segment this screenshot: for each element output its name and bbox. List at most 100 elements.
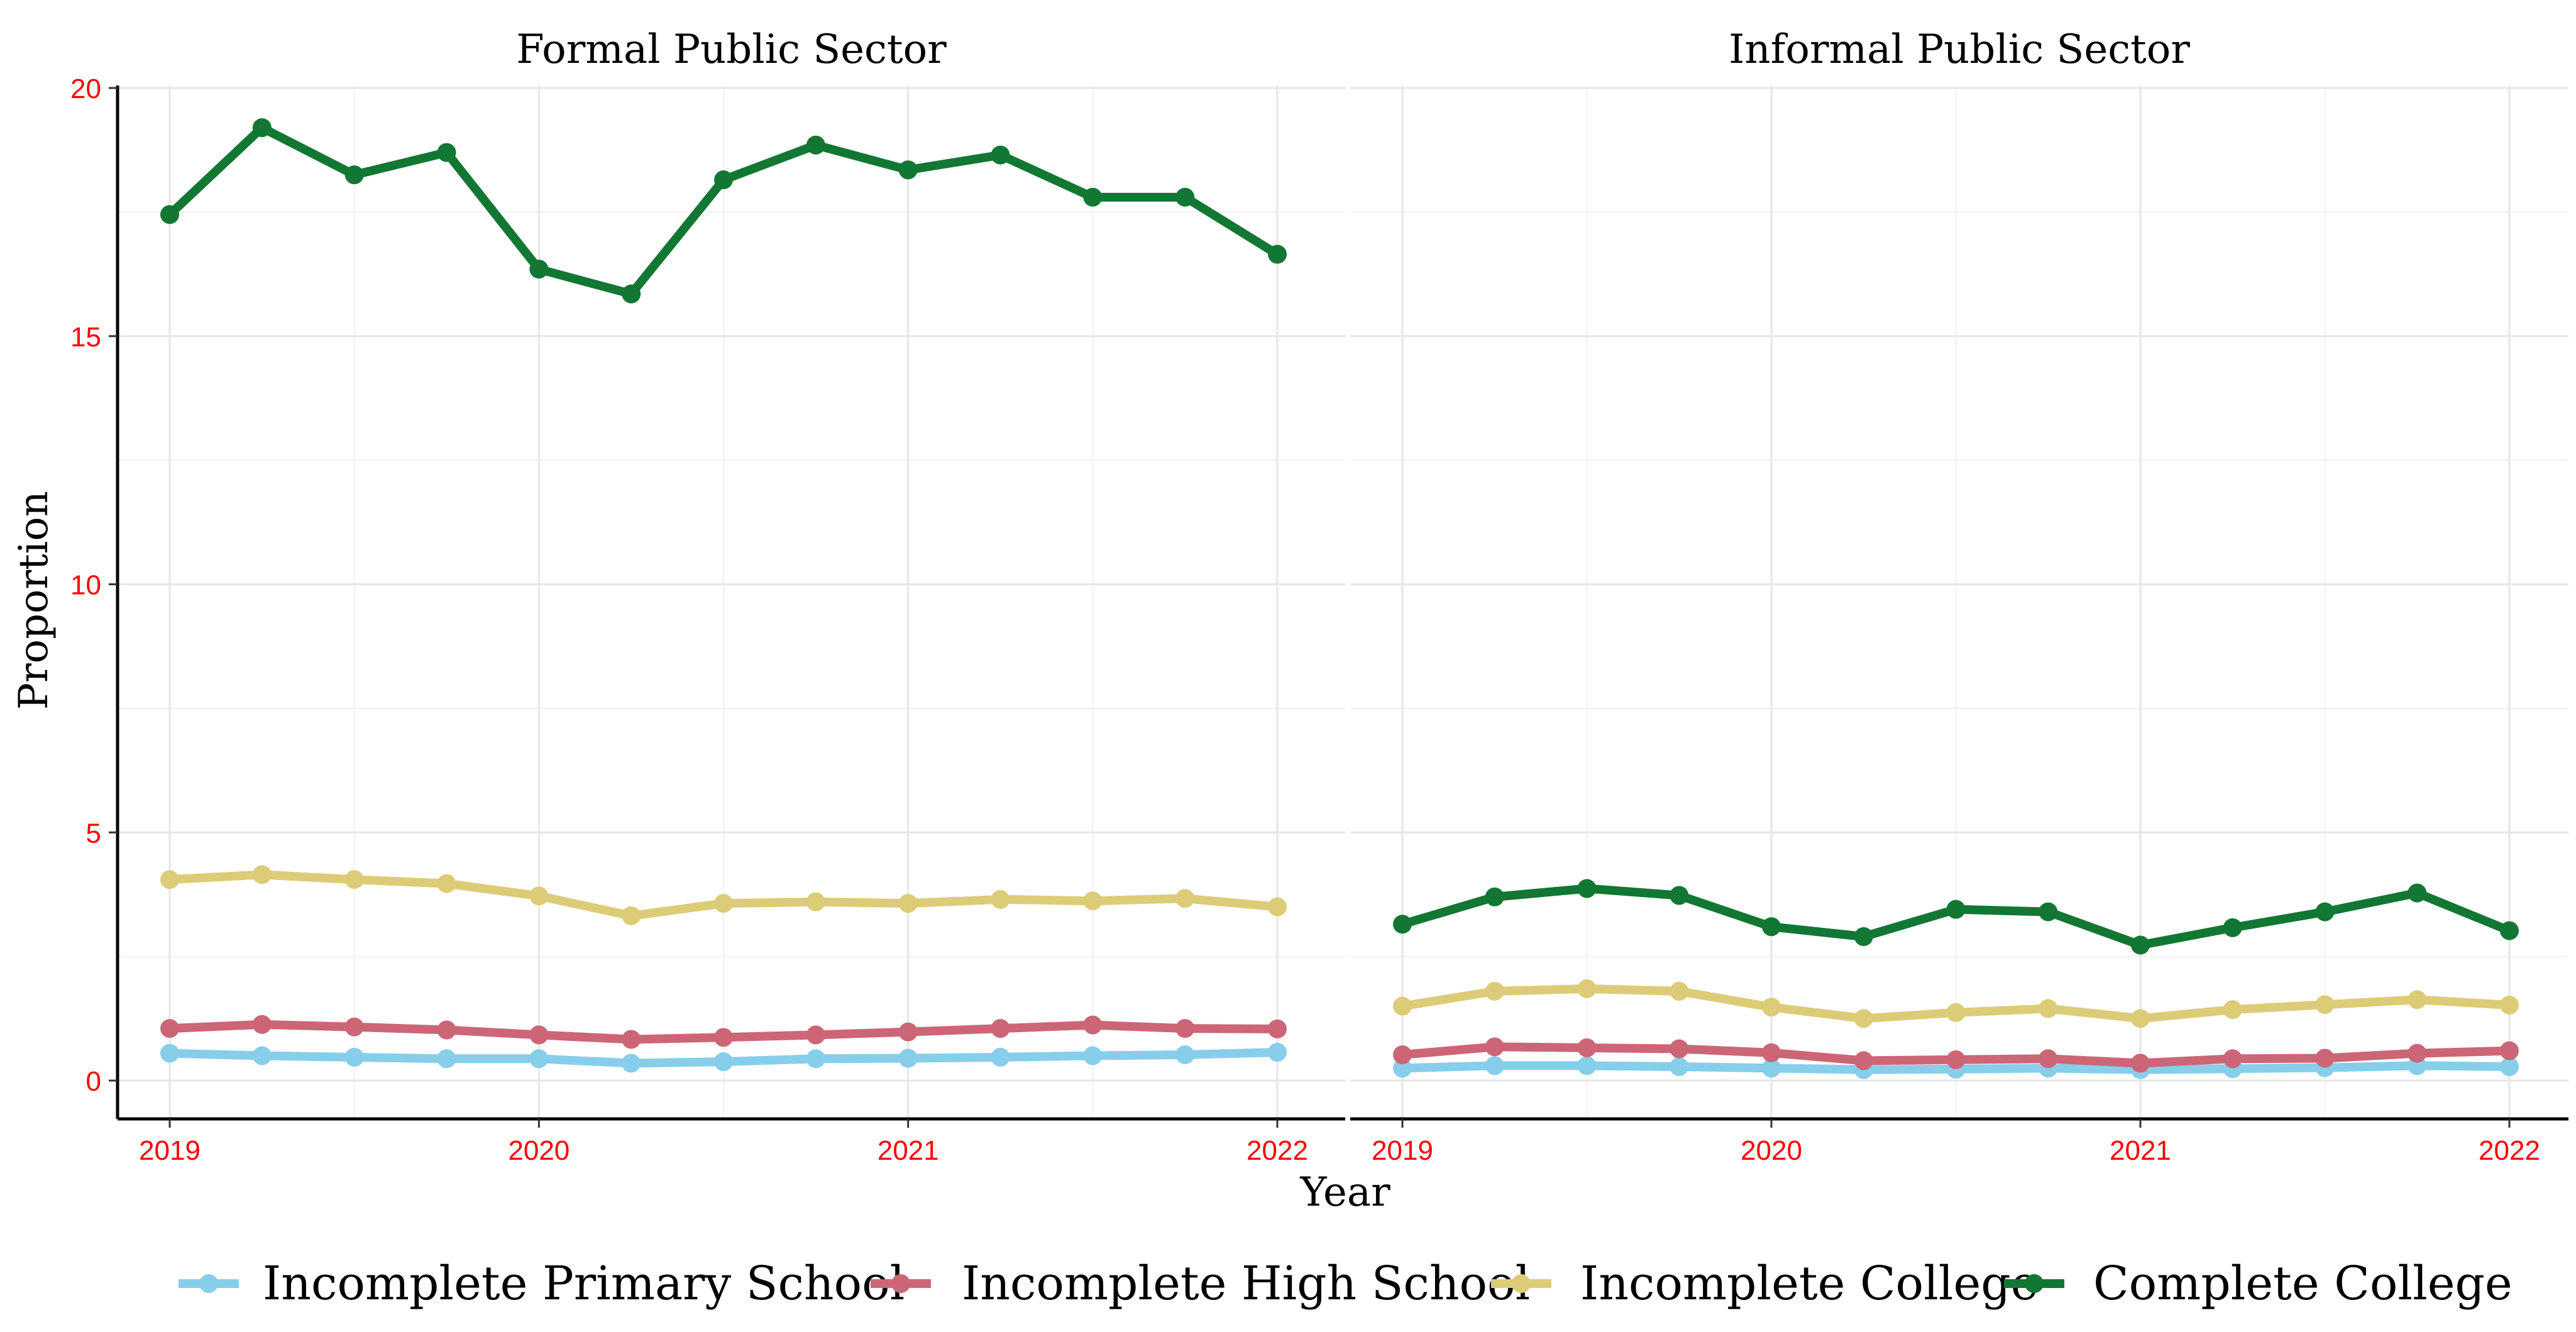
data-point (806, 892, 825, 911)
series-incomplete-high-school (1393, 1037, 2519, 1073)
data-point (1268, 1019, 1287, 1038)
data-point (622, 1054, 641, 1073)
legend-key-point (2025, 1274, 2044, 1293)
data-point (160, 1043, 179, 1063)
legend: Incomplete Primary School Incomplete High… (179, 1257, 2513, 1311)
data-point (1670, 981, 1689, 1001)
data-point (437, 1020, 456, 1040)
y-tick-label: 0 (86, 1066, 101, 1097)
data-point (1670, 886, 1689, 905)
data-point (1485, 981, 1504, 1001)
x-tick-label: 2020 (508, 1135, 570, 1166)
data-point (1175, 889, 1195, 908)
y-tick-label: 20 (70, 74, 101, 104)
x-tick-label: 2021 (878, 1135, 939, 1166)
x-tick-label: 2022 (2479, 1135, 2540, 1166)
data-point (898, 160, 918, 180)
y-tick-label: 10 (70, 570, 101, 601)
data-point (1393, 1059, 1412, 1078)
x-axis-title: Year (1299, 1169, 1390, 1216)
data-point (898, 1049, 918, 1068)
data-point (1083, 1046, 1103, 1065)
data-point (1083, 1015, 1103, 1035)
data-point (1762, 917, 1781, 937)
data-point (1854, 1051, 1873, 1071)
data-point (344, 165, 364, 185)
data-point (529, 886, 549, 906)
data-point (714, 894, 733, 913)
y-tick-label: 5 (86, 818, 101, 849)
legend-item-incomplete-college: Incomplete College (1491, 1257, 2038, 1311)
data-point (2408, 1043, 2427, 1063)
data-point (622, 1030, 641, 1049)
data-point (1268, 897, 1287, 916)
data-point (714, 1028, 733, 1047)
legend-label: Incomplete Primary School (263, 1257, 905, 1311)
data-point (2131, 1009, 2150, 1028)
legend-label: Complete College (2093, 1257, 2513, 1311)
data-point (529, 260, 549, 279)
data-point (2500, 995, 2519, 1015)
data-point (344, 1017, 364, 1037)
data-point (2408, 883, 2427, 903)
data-point (2131, 935, 2150, 955)
data-point (2039, 1049, 2058, 1069)
data-point (2500, 921, 2519, 940)
panels-layer: 0 5 10 15 20 2019 2020 2021 2022 Formal Public Se… (70, 26, 2568, 1166)
data-point (2223, 918, 2242, 937)
legend-key-point (891, 1274, 910, 1293)
legend-item-complete-college: Complete College (2004, 1257, 2513, 1311)
data-point (898, 1022, 918, 1042)
series-incomplete-college (160, 865, 1287, 925)
data-point (2500, 1057, 2519, 1076)
data-point (437, 874, 456, 893)
series-incomplete-primary-school (160, 1042, 1287, 1073)
data-point (1485, 887, 1504, 906)
data-point (1083, 891, 1103, 911)
data-point (2315, 1049, 2335, 1068)
series-complete-college (1393, 879, 2519, 955)
data-point (1485, 1037, 1504, 1057)
data-point (991, 889, 1010, 909)
panel-formal: 0 5 10 15 20 2019 2020 2021 2022 Formal Public Se… (70, 26, 1345, 1166)
legend-item-incomplete-high-school: Incomplete High School (871, 1257, 1530, 1311)
data-point (991, 1047, 1010, 1067)
data-point (2315, 995, 2335, 1015)
data-point (252, 1015, 272, 1034)
data-point (1083, 187, 1103, 207)
x-tick-label: 2022 (1247, 1135, 1308, 1166)
data-point (1946, 1050, 1966, 1069)
data-point (2039, 902, 2058, 922)
data-point (806, 135, 825, 155)
data-point (2315, 902, 2335, 922)
data-point (437, 143, 456, 162)
data-point (1577, 1038, 1597, 1057)
series-complete-college (160, 118, 1287, 304)
data-point (1268, 245, 1287, 264)
data-point (252, 865, 272, 884)
data-point (714, 1052, 733, 1071)
data-point (1393, 996, 1412, 1016)
data-point (1485, 1056, 1504, 1076)
panel-title: Informal Public Sector (1729, 26, 2190, 73)
data-point (806, 1025, 825, 1045)
data-point (1670, 1057, 1689, 1076)
legend-label: Incomplete High School (962, 1257, 1530, 1311)
x-tick-label: 2019 (139, 1135, 201, 1166)
data-point (2131, 1054, 2150, 1073)
series-incomplete-college (1393, 979, 2519, 1028)
data-point (991, 1019, 1010, 1038)
data-point (160, 205, 179, 224)
data-point (1854, 1009, 1873, 1028)
data-point (1175, 1019, 1195, 1038)
data-point (160, 870, 179, 889)
x-tick-label: 2020 (1741, 1135, 1802, 1166)
panel-title: Formal Public Sector (516, 26, 947, 73)
y-axis-title: Proportion (11, 491, 57, 710)
data-point (437, 1049, 456, 1069)
legend-key-point (199, 1274, 218, 1293)
data-point (714, 170, 733, 190)
data-point (1175, 187, 1195, 207)
data-point (1268, 1042, 1287, 1062)
